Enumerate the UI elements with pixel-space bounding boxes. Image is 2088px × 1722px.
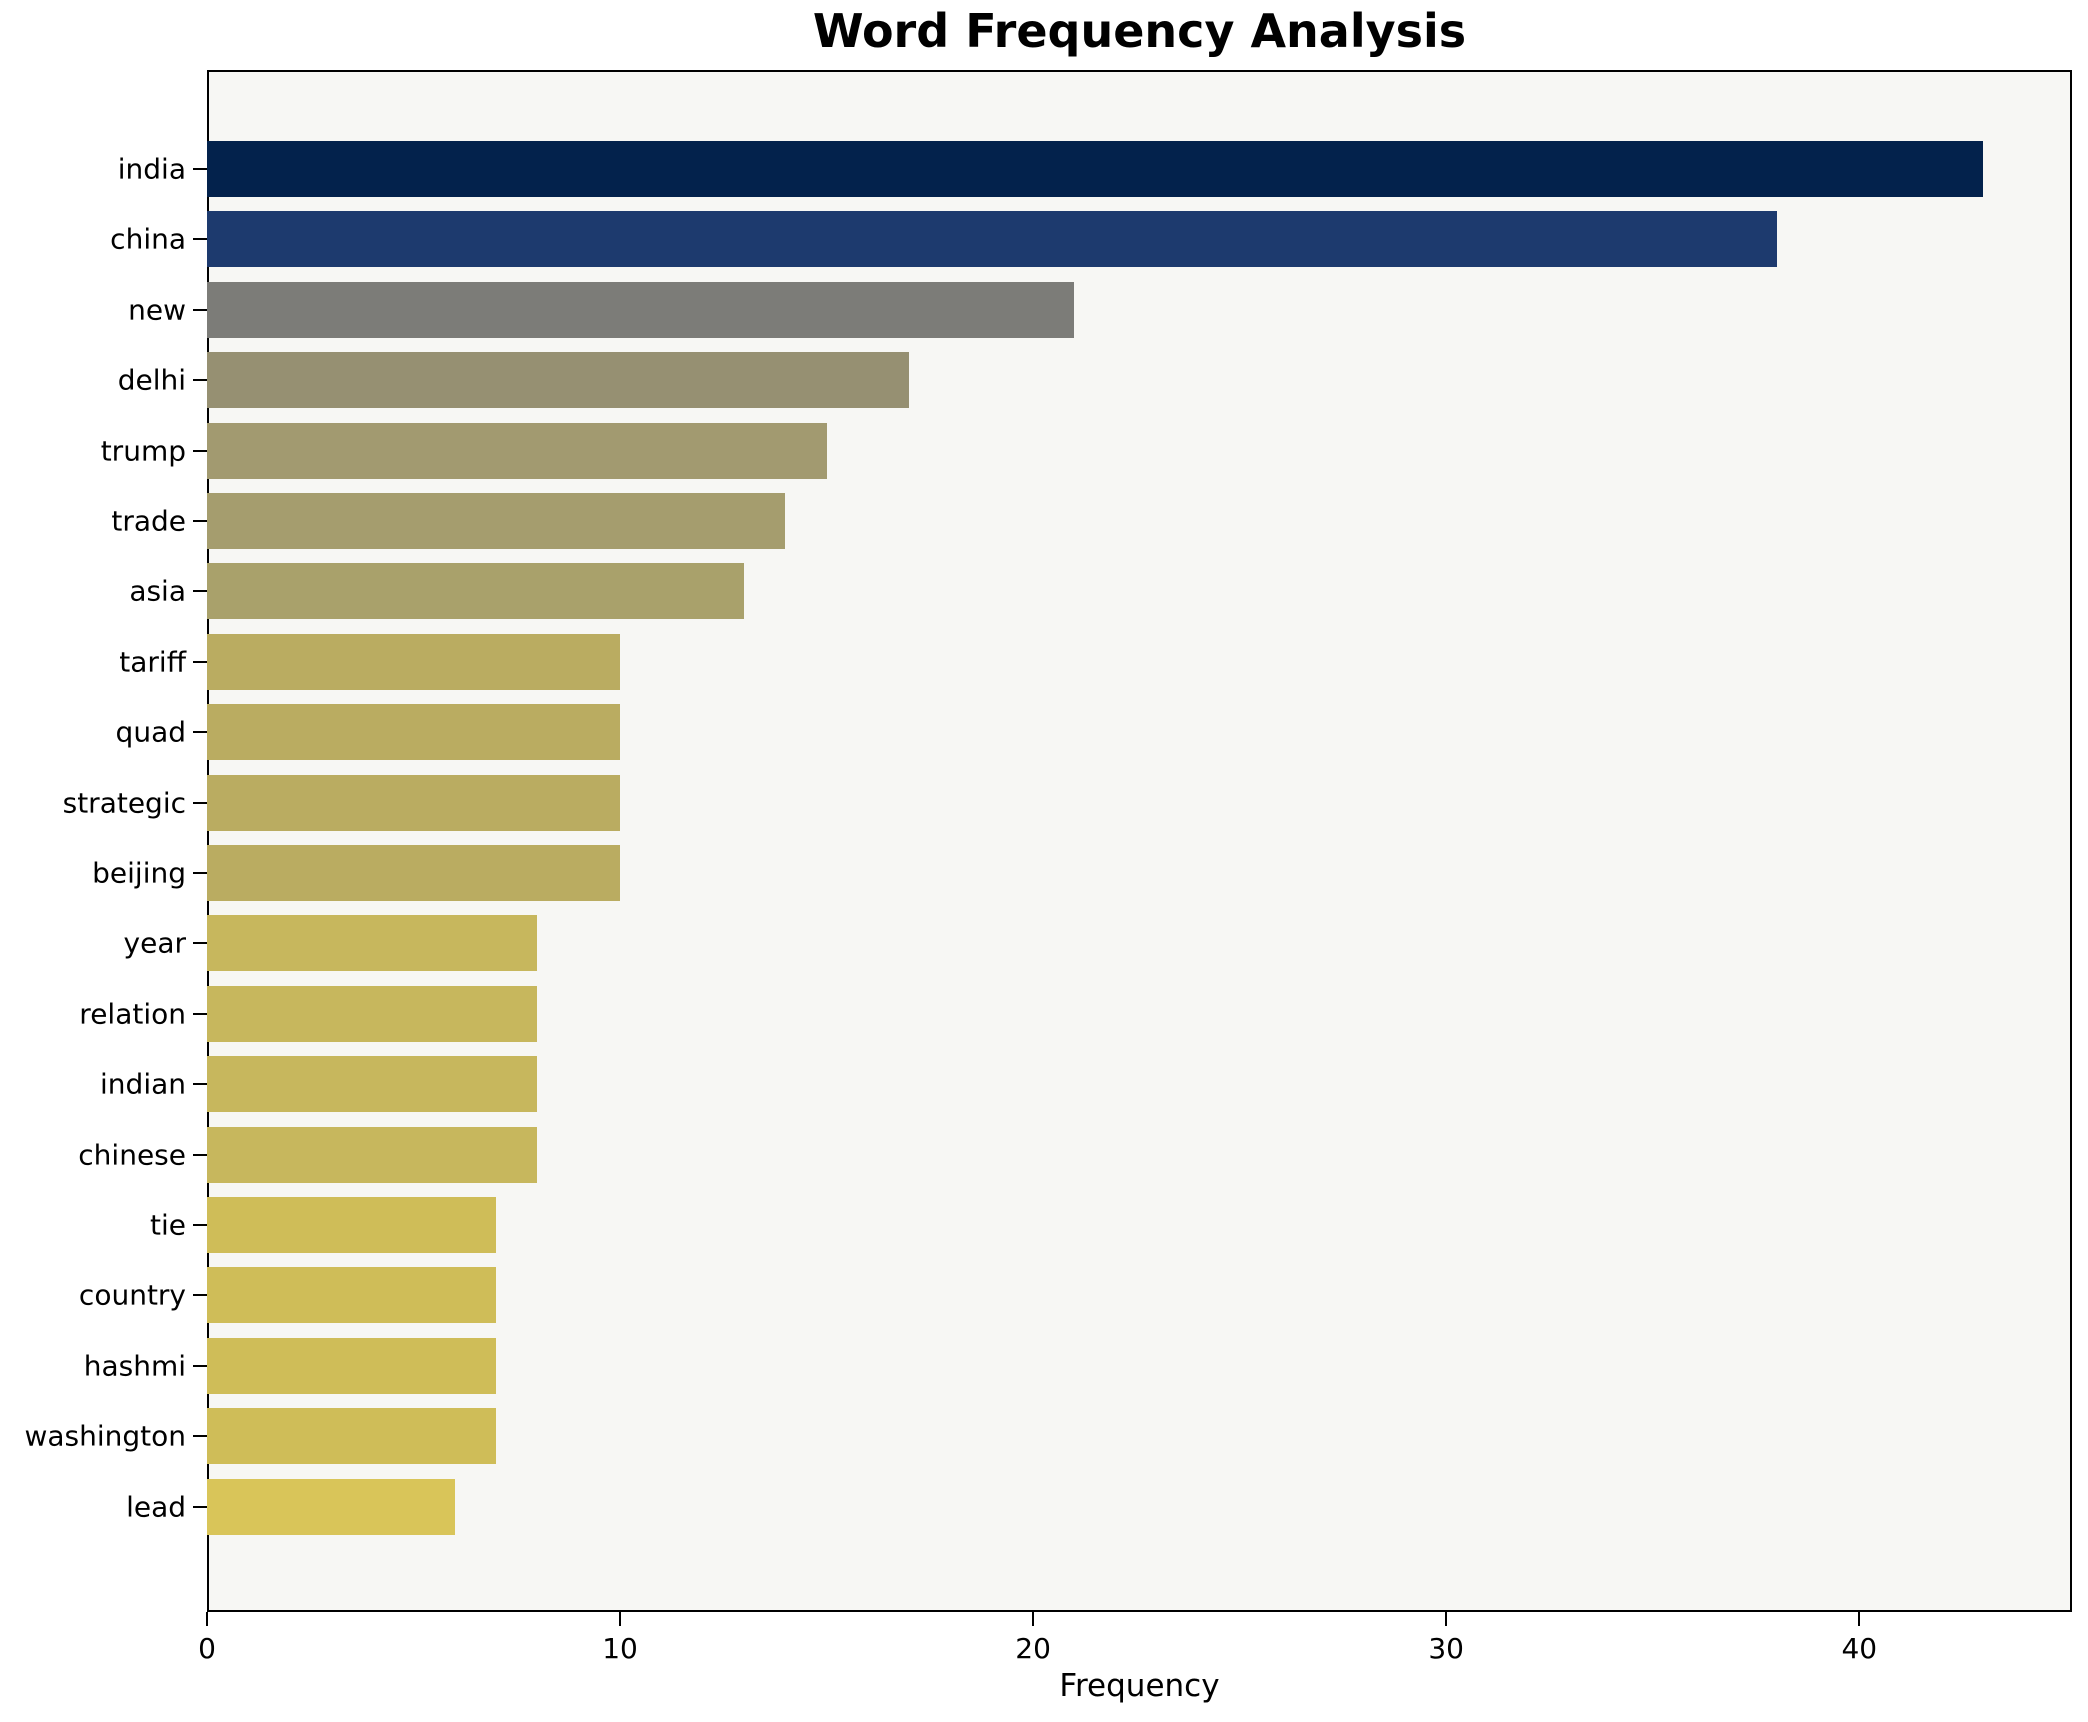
y-tick-mark — [193, 660, 207, 663]
y-tick-mark — [193, 308, 207, 311]
y-tick-label-india: india — [117, 152, 186, 186]
chart-title: Word Frequency Analysis — [812, 4, 1467, 58]
y-tick-mark — [193, 942, 207, 945]
x-tick-mark — [206, 1612, 208, 1626]
y-tick-label-hashmi: hashmi — [83, 1349, 186, 1383]
y-tick-mark — [193, 801, 207, 804]
x-tick-label-30: 30 — [1428, 1632, 1465, 1665]
y-tick-mark — [193, 379, 207, 382]
y-tick-label-quad: quad — [115, 715, 186, 749]
y-tick-mark — [193, 449, 207, 452]
y-tick-label-china: china — [110, 222, 186, 256]
y-tick-mark — [193, 1153, 207, 1156]
y-tick-label-lead: lead — [126, 1490, 186, 1524]
y-tick-mark — [193, 520, 207, 522]
y-tick-label-washington: washington — [24, 1419, 186, 1453]
bar-trade — [207, 493, 785, 549]
bar-hashmi — [207, 1337, 496, 1394]
y-tick-label-tariff: tariff — [119, 645, 186, 679]
y-tick-label-delhi: delhi — [117, 363, 186, 397]
bar-relation — [207, 985, 537, 1042]
bar-lead — [207, 1478, 455, 1535]
y-tick-mark — [193, 1364, 207, 1367]
bar-washington — [207, 1408, 496, 1465]
x-tick-mark — [1032, 1612, 1035, 1626]
x-tick-mark — [619, 1612, 622, 1626]
y-tick-label-tie: tie — [150, 1208, 186, 1242]
y-tick-label-relation: relation — [79, 997, 186, 1031]
bar-tie — [207, 1197, 496, 1253]
x-tick-mark — [1445, 1612, 1448, 1626]
bar-indian — [207, 1056, 537, 1113]
y-tick-label-trump: trump — [100, 434, 186, 468]
y-tick-mark — [193, 168, 207, 170]
y-tick-label-new: new — [128, 293, 186, 327]
bar-quad — [207, 704, 620, 761]
bar-delhi — [207, 352, 909, 409]
y-tick-mark — [193, 1435, 207, 1438]
bar-beijing — [207, 845, 620, 901]
y-tick-label-year: year — [123, 926, 186, 960]
bar-trump — [207, 422, 827, 479]
y-tick-mark — [193, 1083, 207, 1086]
y-tick-mark — [193, 1012, 207, 1015]
bar-asia — [207, 563, 744, 620]
y-tick-mark — [193, 1224, 207, 1226]
bar-china — [207, 211, 1777, 268]
bar-new — [207, 281, 1074, 338]
y-tick-label-country: country — [78, 1278, 186, 1312]
bar-strategic — [207, 774, 620, 831]
bar-chinese — [207, 1126, 537, 1183]
y-tick-label-strategic: strategic — [62, 786, 186, 820]
bar-india — [207, 141, 1983, 197]
y-tick-label-indian: indian — [100, 1067, 186, 1101]
y-tick-mark — [193, 731, 207, 734]
x-tick-label-10: 10 — [602, 1632, 638, 1665]
x-axis-label: Frequency — [1059, 1668, 1220, 1704]
y-tick-label-trade: trade — [111, 504, 186, 538]
y-tick-mark — [193, 1505, 207, 1508]
y-tick-mark — [193, 1294, 207, 1297]
y-tick-label-beijing: beijing — [92, 856, 186, 890]
x-tick-label-40: 40 — [1841, 1632, 1878, 1665]
x-tick-label-20: 20 — [1015, 1632, 1051, 1665]
x-tick-label-0: 0 — [198, 1632, 216, 1665]
bar-tariff — [207, 633, 620, 690]
x-tick-mark — [1858, 1612, 1861, 1626]
bar-country — [207, 1267, 496, 1324]
y-tick-mark — [193, 238, 207, 241]
y-tick-label-asia: asia — [129, 574, 186, 608]
y-tick-mark — [193, 590, 207, 593]
y-tick-mark — [193, 872, 207, 874]
bar-year — [207, 915, 537, 972]
y-tick-label-chinese: chinese — [78, 1138, 186, 1172]
